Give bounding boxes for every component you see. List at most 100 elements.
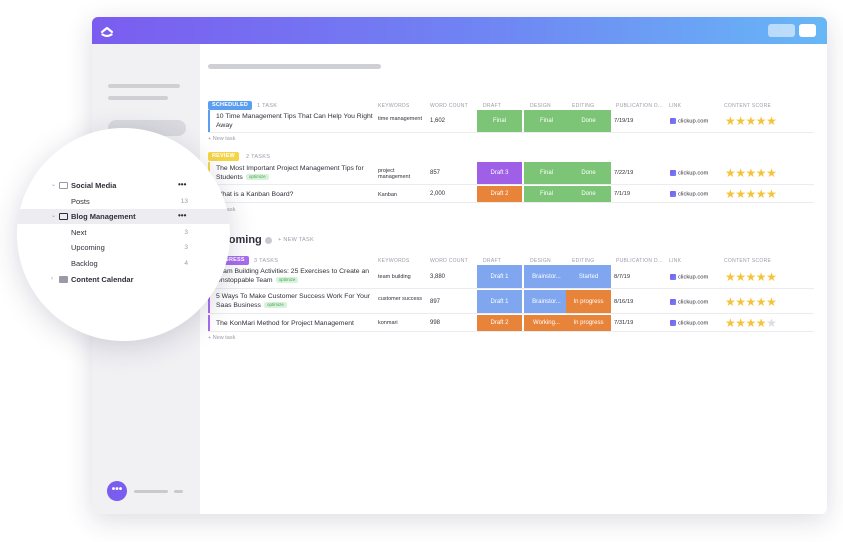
- star-filled-icon[interactable]: ★: [745, 114, 757, 128]
- design-status-cell[interactable]: Brainstor...: [524, 290, 569, 313]
- task-name[interactable]: 5 Ways To Make Customer Success Work For…: [216, 293, 370, 309]
- editing-status-cell[interactable]: Started: [566, 265, 611, 288]
- star-filled-icon[interactable]: ★: [766, 187, 777, 201]
- task-name[interactable]: The Most Important Project Management Ti…: [216, 165, 364, 181]
- content-score-stars[interactable]: ★★★★★: [725, 316, 777, 330]
- draft-status-cell[interactable]: Draft 2: [477, 315, 522, 331]
- task-tag[interactable]: optimize: [263, 301, 287, 308]
- chat-button[interactable]: •••: [107, 481, 127, 501]
- column-header-content-score[interactable]: CONTENT SCORE: [724, 103, 772, 109]
- star-filled-icon[interactable]: ★: [755, 270, 767, 284]
- star-filled-icon[interactable]: ★: [725, 295, 736, 309]
- star-filled-icon[interactable]: ★: [755, 187, 767, 201]
- content-score-stars[interactable]: ★★★★★: [725, 166, 777, 180]
- star-filled-icon[interactable]: ★: [745, 187, 757, 201]
- topbar-pill-button[interactable]: [768, 24, 795, 37]
- star-filled-icon[interactable]: ★: [735, 295, 746, 309]
- task-tag[interactable]: optimize: [275, 276, 299, 283]
- table-row[interactable]: 5 Ways To Make Customer Success Work For…: [208, 290, 814, 314]
- table-row[interactable]: 10 Time Management Tips That Can Help Yo…: [208, 110, 814, 133]
- star-filled-icon[interactable]: ★: [725, 166, 736, 180]
- sidebar-item-next[interactable]: Next 3: [17, 225, 230, 240]
- star-filled-icon[interactable]: ★: [745, 166, 757, 180]
- star-filled-icon[interactable]: ★: [735, 316, 746, 330]
- task-link[interactable]: clickup.com: [670, 299, 708, 306]
- design-status-cell[interactable]: Final: [524, 186, 569, 202]
- star-filled-icon[interactable]: ★: [766, 114, 777, 128]
- star-filled-icon[interactable]: ★: [766, 270, 777, 284]
- sidebar-item-content-calendar[interactable]: › Content Calendar: [17, 272, 230, 287]
- draft-status-cell[interactable]: Draft 3: [477, 162, 522, 184]
- table-row[interactable]: What is a Kanban Board? Kanban 2,000 Dra…: [208, 186, 814, 203]
- task-tag[interactable]: optimize: [245, 173, 269, 180]
- table-row[interactable]: Team Building Activities: 25 Exercises t…: [208, 265, 814, 289]
- draft-status-cell[interactable]: Final: [477, 110, 522, 132]
- column-header-word-count[interactable]: WORD COUNT: [430, 103, 468, 109]
- status-badge[interactable]: PROGRESS: [208, 256, 249, 265]
- star-filled-icon[interactable]: ★: [725, 114, 736, 128]
- sidebar-item-upcoming[interactable]: Upcoming 3: [17, 240, 230, 255]
- sidebar-item-posts[interactable]: Posts 13: [17, 194, 230, 209]
- table-row[interactable]: The Most Important Project Management Ti…: [208, 162, 814, 185]
- column-header-draft[interactable]: DRAFT: [483, 103, 502, 109]
- column-header-draft[interactable]: DRAFT: [483, 258, 502, 264]
- column-header-design[interactable]: DESIGN: [530, 258, 551, 264]
- editing-status-cell[interactable]: Done: [566, 110, 611, 132]
- draft-status-cell[interactable]: Draft 1: [477, 265, 522, 288]
- new-task-button[interactable]: + New task: [208, 136, 236, 142]
- star-filled-icon[interactable]: ★: [755, 114, 767, 128]
- star-filled-icon[interactable]: ★: [766, 166, 777, 180]
- content-score-stars[interactable]: ★★★★★: [725, 187, 777, 201]
- star-filled-icon[interactable]: ★: [755, 316, 767, 330]
- task-link[interactable]: clickup.com: [670, 118, 708, 125]
- chevron-right-icon[interactable]: ›: [51, 276, 53, 282]
- task-link[interactable]: clickup.com: [670, 170, 708, 177]
- content-score-stars[interactable]: ★★★★★: [725, 270, 777, 284]
- task-link[interactable]: clickup.com: [670, 274, 708, 281]
- editing-status-cell[interactable]: In progress: [566, 315, 611, 331]
- status-badge[interactable]: REVIEW: [208, 152, 239, 161]
- column-header-keywords[interactable]: KEYWORDS: [378, 258, 410, 264]
- info-icon[interactable]: [265, 237, 272, 244]
- star-filled-icon[interactable]: ★: [745, 270, 757, 284]
- draft-status-cell[interactable]: Draft 1: [477, 290, 522, 313]
- new-task-header-button[interactable]: + NEW TASK: [278, 237, 314, 243]
- editing-status-cell[interactable]: In progress: [566, 290, 611, 313]
- task-link[interactable]: clickup.com: [670, 320, 708, 327]
- column-header-publication-date[interactable]: PUBLICATION D...: [616, 103, 663, 109]
- column-header-link[interactable]: LINK: [669, 258, 682, 264]
- task-name[interactable]: Team Building Activities: 25 Exercises t…: [216, 268, 370, 284]
- sidebar-item-social-media[interactable]: ⌄ Social Media •••: [17, 178, 230, 193]
- column-header-editing[interactable]: EDITING: [572, 258, 595, 264]
- task-name[interactable]: What is a Kanban Board?: [216, 191, 294, 198]
- design-status-cell[interactable]: Final: [524, 110, 569, 132]
- more-options-icon[interactable]: •••: [178, 180, 187, 189]
- draft-status-cell[interactable]: Draft 2: [477, 186, 522, 202]
- star-filled-icon[interactable]: ★: [766, 295, 777, 309]
- star-filled-icon[interactable]: ★: [755, 166, 767, 180]
- star-filled-icon[interactable]: ★: [755, 295, 767, 309]
- task-name[interactable]: 10 Time Management Tips That Can Help Yo…: [216, 113, 373, 129]
- chevron-down-icon[interactable]: ⌄: [51, 213, 57, 219]
- design-status-cell[interactable]: Final: [524, 162, 569, 184]
- task-link[interactable]: clickup.com: [670, 191, 708, 198]
- star-filled-icon[interactable]: ★: [745, 316, 757, 330]
- design-status-cell[interactable]: Working...: [524, 315, 569, 331]
- star-filled-icon[interactable]: ★: [735, 166, 746, 180]
- design-status-cell[interactable]: Brainstor...: [524, 265, 569, 288]
- editing-status-cell[interactable]: Done: [566, 162, 611, 184]
- editing-status-cell[interactable]: Done: [566, 186, 611, 202]
- clickup-logo-icon[interactable]: [99, 22, 115, 38]
- column-header-design[interactable]: DESIGN: [530, 103, 551, 109]
- column-header-editing[interactable]: EDITING: [572, 103, 595, 109]
- task-name[interactable]: The KonMari Method for Project Managemen…: [216, 320, 354, 327]
- star-filled-icon[interactable]: ★: [725, 270, 736, 284]
- topbar-square-button[interactable]: [799, 24, 816, 37]
- star-filled-icon[interactable]: ★: [745, 295, 757, 309]
- star-empty-icon[interactable]: ★: [766, 316, 777, 330]
- star-filled-icon[interactable]: ★: [725, 187, 736, 201]
- content-score-stars[interactable]: ★★★★★: [725, 114, 777, 128]
- table-row[interactable]: The KonMari Method for Project Managemen…: [208, 315, 814, 332]
- star-filled-icon[interactable]: ★: [735, 114, 746, 128]
- column-header-keywords[interactable]: KEYWORDS: [378, 103, 410, 109]
